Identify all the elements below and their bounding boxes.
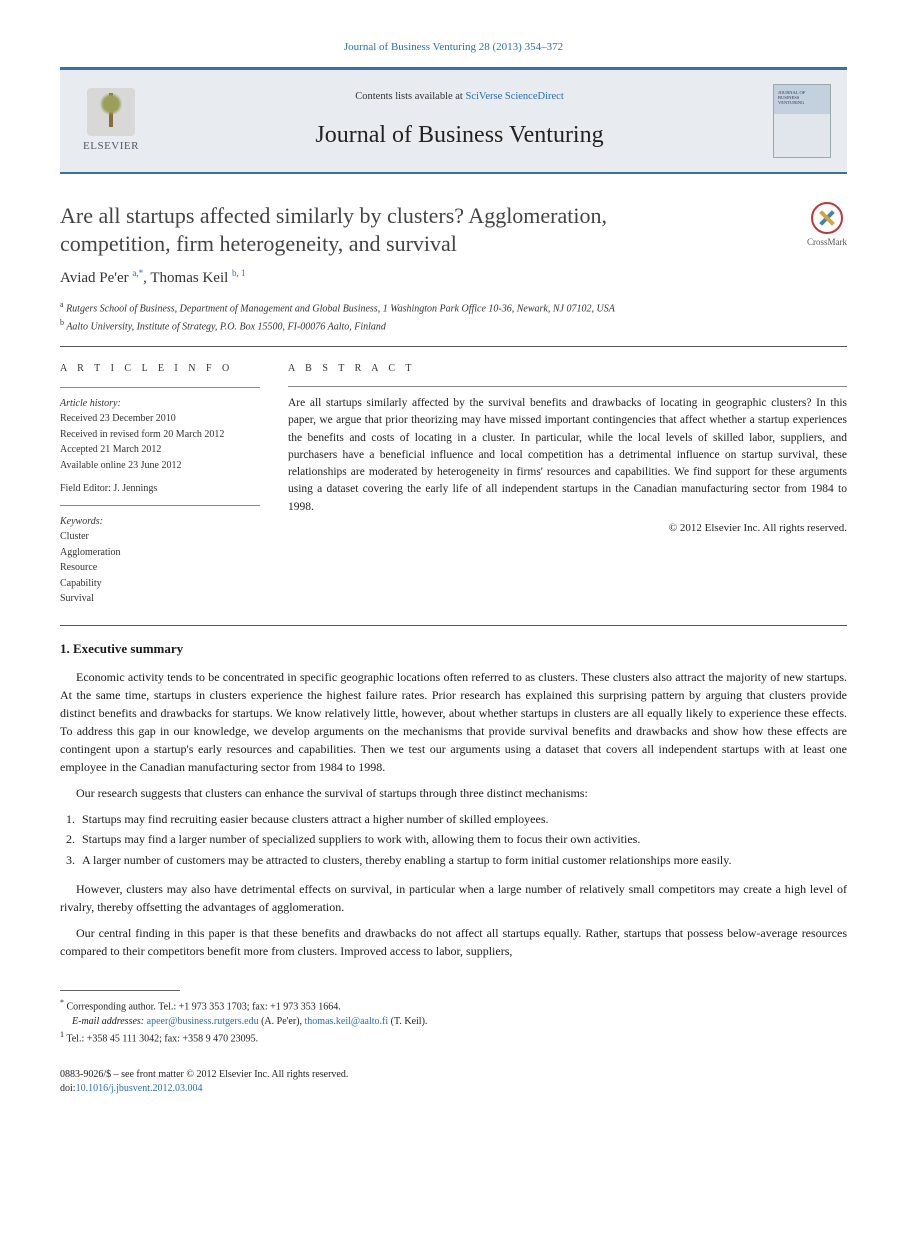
header-citation: Journal of Business Venturing 28 (2013) … — [60, 40, 847, 55]
affil-a: Rutgers School of Business, Department o… — [66, 304, 615, 315]
abstract-label: A B S T R A C T — [288, 361, 847, 376]
author-1-name: Aviad Pe'er — [60, 270, 129, 286]
journal-header: ELSEVIER Contents lists available at Sci… — [60, 67, 847, 174]
corr-mark: * — [60, 998, 64, 1007]
list-item: A larger number of customers may be attr… — [78, 851, 847, 870]
affil-b: Aalto University, Institute of Strategy,… — [66, 321, 386, 332]
divider-top — [60, 346, 847, 347]
email-2-who: (T. Keil). — [388, 1016, 427, 1027]
crossmark-label: CrossMark — [807, 236, 847, 249]
journal-cover-thumbnail — [773, 84, 831, 158]
history-line: Received 23 December 2010 — [60, 411, 260, 427]
corr-author-note: Corresponding author. Tel.: +1 973 353 1… — [67, 1001, 341, 1012]
history-line: Available online 23 June 2012 — [60, 458, 260, 474]
body-para-3: However, clusters may also have detrimen… — [60, 880, 847, 916]
divider-bottom — [60, 625, 847, 626]
author-2-affil-mark[interactable]: b, 1 — [232, 268, 246, 278]
crossmark-widget[interactable]: CrossMark — [807, 202, 847, 249]
info-sep-2 — [60, 505, 260, 506]
keywords-head: Keywords: — [60, 514, 260, 530]
contents-line: Contents lists available at SciVerse Sci… — [156, 90, 763, 105]
footnote-1-mark: 1 — [60, 1030, 64, 1039]
affil-b-mark: b — [60, 318, 64, 327]
publisher-label: ELSEVIER — [83, 139, 139, 154]
keyword: Resource — [60, 560, 260, 576]
abstract-sep — [288, 386, 847, 387]
history-line: Accepted 21 March 2012 — [60, 442, 260, 458]
list-item: Startups may find a larger number of spe… — [78, 830, 847, 849]
info-sep-1 — [60, 387, 260, 388]
abstract-copyright: © 2012 Elsevier Inc. All rights reserved… — [288, 520, 847, 537]
body-para-1: Economic activity tends to be concentrat… — [60, 668, 847, 776]
section-1-head: 1. Executive summary — [60, 640, 847, 658]
keyword: Cluster — [60, 529, 260, 545]
footnote-1-text: Tel.: +358 45 111 3042; fax: +358 9 470 … — [66, 1033, 258, 1044]
abstract-text: Are all startups similarly affected by t… — [288, 395, 847, 516]
field-editor: Field Editor: J. Jennings — [60, 481, 260, 497]
affil-a-mark: a — [60, 300, 64, 309]
email-label: E-mail addresses: — [72, 1016, 144, 1027]
publisher-logo-block: ELSEVIER — [76, 88, 146, 154]
author-2-name: Thomas Keil — [150, 270, 228, 286]
history-line: Received in revised form 20 March 2012 — [60, 427, 260, 443]
footnotes: * Corresponding author. Tel.: +1 973 353… — [60, 997, 847, 1047]
article-info-label: A R T I C L E I N F O — [60, 361, 260, 377]
journal-title: Journal of Business Venturing — [156, 119, 763, 153]
body-para-4: Our central finding in this paper is tha… — [60, 924, 847, 960]
list-item: Startups may find recruiting easier beca… — [78, 810, 847, 829]
keyword: Agglomeration — [60, 545, 260, 561]
authors-line: Aviad Pe'er a,*, Thomas Keil b, 1 — [60, 267, 847, 289]
page-footer: 0883-9026/$ – see front matter © 2012 El… — [60, 1068, 847, 1096]
article-title: Are all startups affected similarly by c… — [60, 202, 700, 257]
contents-prefix: Contents lists available at — [355, 91, 465, 102]
sciencedirect-link[interactable]: SciVerse ScienceDirect — [465, 91, 563, 102]
affiliations: a Rutgers School of Business, Department… — [60, 299, 847, 334]
body-para-2: Our research suggests that clusters can … — [60, 784, 847, 802]
keyword: Survival — [60, 591, 260, 607]
elsevier-tree-icon — [87, 88, 135, 136]
email-link-2[interactable]: thomas.keil@aalto.fi — [305, 1016, 389, 1027]
abstract-column: A B S T R A C T Are all startups similar… — [288, 361, 847, 607]
mechanism-list: Startups may find recruiting easier beca… — [78, 810, 847, 870]
doi-label: doi: — [60, 1083, 76, 1094]
keyword: Capability — [60, 576, 260, 592]
doi-link[interactable]: 10.1016/j.jbusvent.2012.03.004 — [76, 1083, 203, 1094]
issn-line: 0883-9026/$ – see front matter © 2012 El… — [60, 1068, 847, 1082]
article-info-column: A R T I C L E I N F O Article history: R… — [60, 361, 260, 607]
email-link-1[interactable]: apeer@business.rutgers.edu — [147, 1016, 259, 1027]
footnote-separator — [60, 990, 180, 991]
crossmark-icon — [811, 202, 843, 234]
history-head: Article history: — [60, 396, 260, 412]
email-1-who: (A. Pe'er), — [259, 1016, 305, 1027]
